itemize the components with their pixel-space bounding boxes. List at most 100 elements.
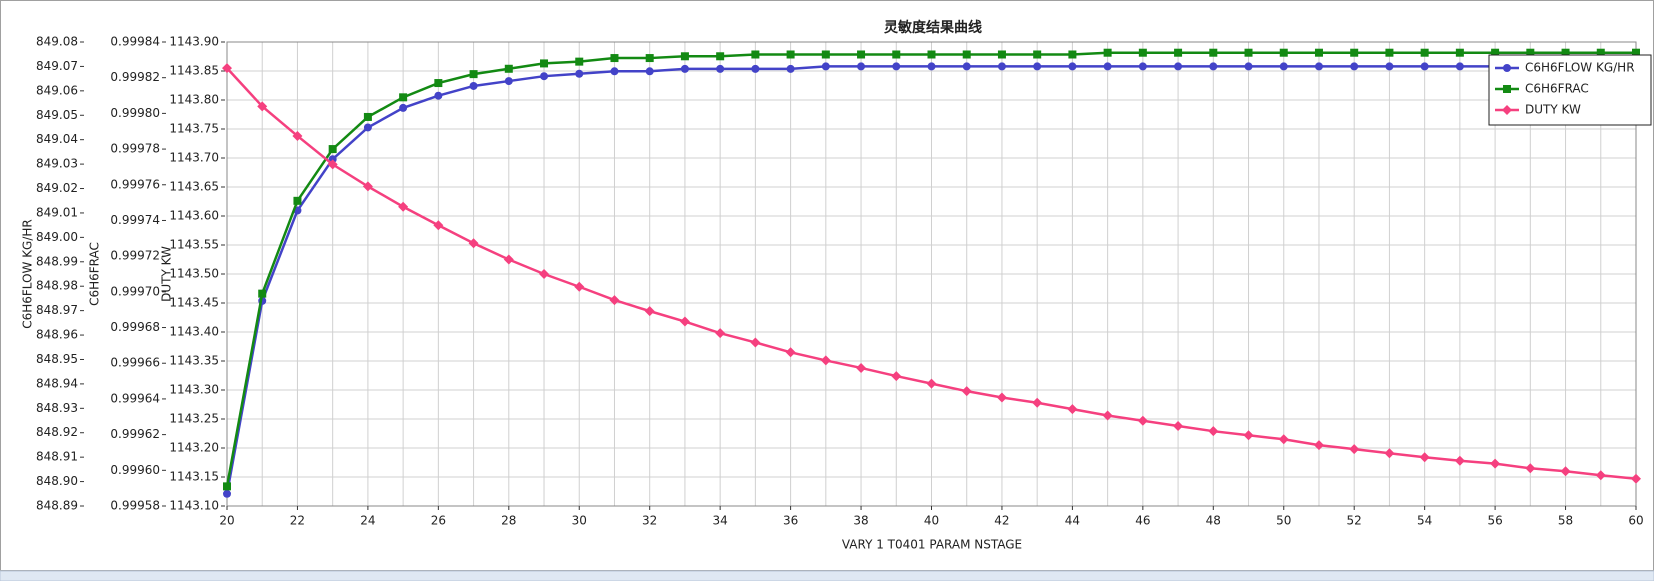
y-axis-title: C6H6FLOW KG/HR xyxy=(21,219,35,329)
data-point xyxy=(1173,420,1184,431)
data-point xyxy=(363,123,372,132)
y3-tick-label: 1143.55 xyxy=(169,238,219,252)
data-point xyxy=(434,91,443,100)
data-point xyxy=(996,392,1007,403)
data-point xyxy=(363,112,372,121)
data-point xyxy=(257,101,268,112)
y3-tick-label: 1143.80 xyxy=(169,93,219,107)
data-point xyxy=(1455,62,1464,71)
data-point xyxy=(1350,48,1359,57)
y-tick-label: 848.90 xyxy=(36,474,78,488)
data-point xyxy=(857,50,866,59)
y3-tick-label: 1143.45 xyxy=(169,296,219,310)
data-point xyxy=(1314,62,1323,71)
data-point xyxy=(469,70,478,79)
x-tick-label: 56 xyxy=(1487,514,1502,528)
data-point xyxy=(503,254,514,265)
data-point xyxy=(645,54,654,63)
data-point xyxy=(1561,48,1570,57)
data-point xyxy=(433,220,444,231)
y3-axis-title: DUTY KW xyxy=(160,246,174,302)
y2-tick-label: 0.99976 xyxy=(110,177,160,191)
y-tick-label: 848.98 xyxy=(36,279,78,293)
y-tick-label: 848.96 xyxy=(36,328,78,342)
data-point xyxy=(679,316,690,327)
data-point xyxy=(1490,458,1501,469)
data-point xyxy=(1243,430,1254,441)
data-point xyxy=(751,50,760,59)
y3-tick-label: 1143.60 xyxy=(169,209,219,223)
data-point xyxy=(1596,48,1605,57)
data-point xyxy=(1420,48,1429,57)
data-point xyxy=(1138,48,1147,57)
y3-tick-label: 1143.70 xyxy=(169,151,219,165)
data-point xyxy=(927,62,936,71)
y2-tick-label: 0.99982 xyxy=(110,70,160,84)
data-point xyxy=(680,64,689,73)
data-point xyxy=(1420,62,1429,71)
y-tick-label: 849.00 xyxy=(36,230,78,244)
data-point xyxy=(222,63,232,74)
data-point xyxy=(645,67,654,76)
y3-tick-label: 1143.20 xyxy=(169,441,219,455)
data-point xyxy=(856,362,867,373)
legend-label: DUTY KW xyxy=(1525,103,1581,117)
data-point xyxy=(997,50,1006,59)
data-point xyxy=(820,355,831,366)
data-point xyxy=(328,145,337,154)
data-point xyxy=(821,62,830,71)
y-tick-label: 849.03 xyxy=(36,157,78,171)
x-tick-label: 34 xyxy=(713,514,728,528)
y2-tick-label: 0.99968 xyxy=(110,320,160,334)
chart-title: 灵敏度结果曲线 xyxy=(884,19,982,36)
legend-label: C6H6FRAC xyxy=(1525,82,1589,96)
x-tick-label: 24 xyxy=(360,514,375,528)
y2-tick-label: 0.99970 xyxy=(110,284,160,298)
data-point xyxy=(821,50,830,59)
data-point xyxy=(1244,62,1253,71)
data-point xyxy=(1138,62,1147,71)
x-tick-label: 32 xyxy=(642,514,657,528)
data-point xyxy=(1137,415,1148,426)
x-tick-label: 54 xyxy=(1417,514,1432,528)
y-tick-label: 848.99 xyxy=(36,254,78,268)
data-point xyxy=(610,54,619,63)
data-point xyxy=(1103,62,1112,71)
x-tick-label: 46 xyxy=(1135,514,1150,528)
y-tick-label: 848.89 xyxy=(36,499,78,513)
data-point xyxy=(540,59,549,68)
x-tick-label: 48 xyxy=(1206,514,1221,528)
data-point xyxy=(857,62,866,71)
data-point xyxy=(1526,48,1535,57)
data-point xyxy=(750,337,761,348)
data-point xyxy=(1174,48,1183,57)
data-point xyxy=(434,79,443,88)
y3-tick-label: 1143.25 xyxy=(169,412,219,426)
data-point xyxy=(469,81,478,90)
data-point xyxy=(926,378,937,389)
data-point xyxy=(1068,50,1077,59)
x-tick-label: 38 xyxy=(853,514,868,528)
data-point xyxy=(962,62,971,71)
data-point xyxy=(575,57,584,66)
data-point xyxy=(1385,62,1394,71)
data-point xyxy=(1174,62,1183,71)
data-point xyxy=(1279,48,1288,57)
x-axis-title: VARY 1 T0401 PARAM NSTAGE xyxy=(842,538,1022,552)
y2-tick-label: 0.99966 xyxy=(110,356,160,370)
data-point xyxy=(891,371,902,382)
data-point xyxy=(716,64,725,73)
data-point xyxy=(398,201,409,212)
data-point xyxy=(504,64,513,73)
data-point xyxy=(927,50,936,59)
y-tick-label: 848.93 xyxy=(36,401,78,415)
y3-tick-label: 1143.75 xyxy=(169,122,219,136)
data-point xyxy=(609,295,620,306)
data-point xyxy=(1103,48,1112,57)
x-tick-label: 58 xyxy=(1558,514,1573,528)
y-tick-label: 849.02 xyxy=(36,181,78,195)
y-tick-label: 849.08 xyxy=(36,35,78,49)
legend-marker xyxy=(1502,105,1512,115)
x-tick-label: 28 xyxy=(501,514,516,528)
